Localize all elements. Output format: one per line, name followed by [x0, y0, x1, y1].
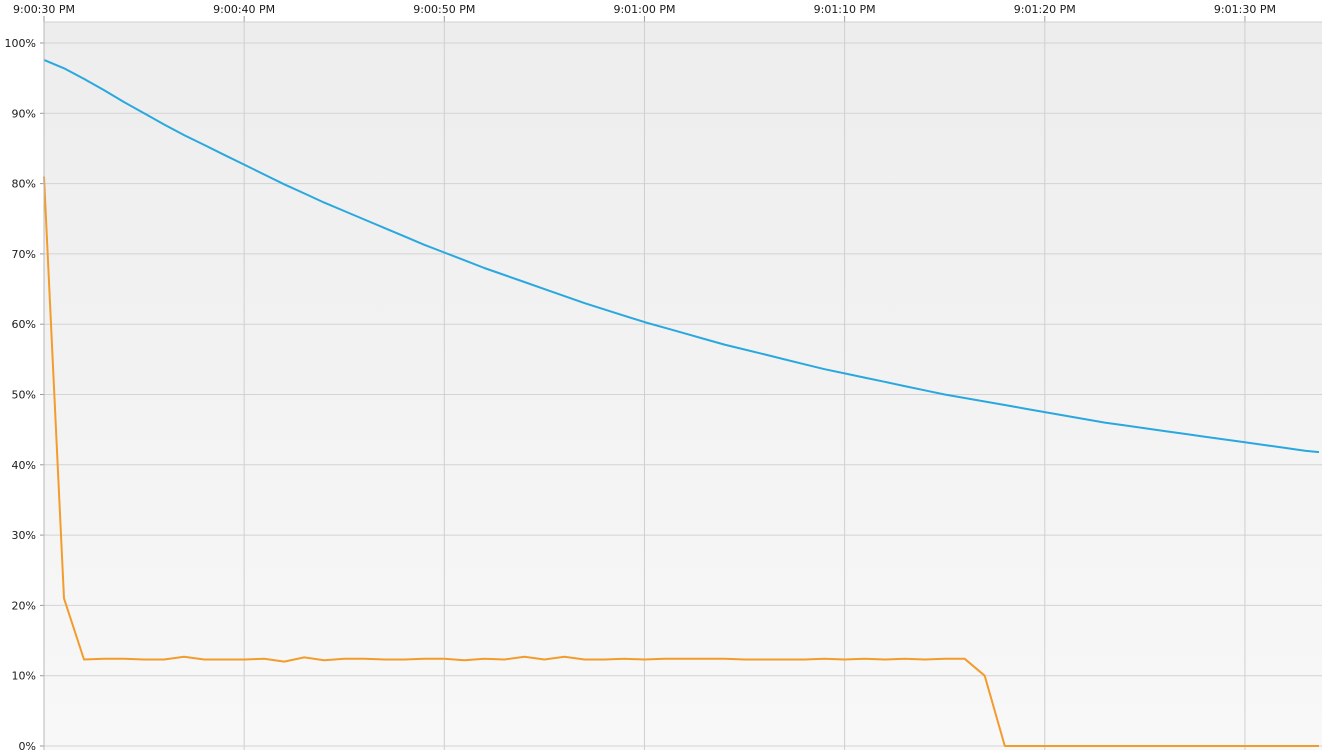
- x-tick-label: 9:00:30 PM: [13, 3, 75, 16]
- y-tick-label: 100%: [5, 37, 36, 50]
- y-tick-label: 40%: [12, 459, 36, 472]
- y-tick-label: 20%: [12, 599, 36, 612]
- x-tick-label: 9:00:50 PM: [413, 3, 475, 16]
- y-tick-label: 30%: [12, 529, 36, 542]
- y-tick-label: 50%: [12, 389, 36, 402]
- y-tick-label: 90%: [12, 107, 36, 120]
- x-tick-label: 9:01:20 PM: [1014, 3, 1076, 16]
- x-axis: 9:00:30 PM 9:00:40 PM 9:00:50 PM 9:01:00 PM…: [13, 3, 1276, 22]
- y-tick-label: 80%: [12, 178, 36, 191]
- y-tick-label: 0%: [19, 740, 36, 750]
- y-axis: 0% 10% 20% 30% 40% 50% 60% 70% 80% 90% 100%: [5, 37, 44, 750]
- plot-area: [44, 22, 1322, 750]
- x-tick-label: 9:01:30 PM: [1214, 3, 1276, 16]
- y-tick-label: 60%: [12, 318, 36, 331]
- x-tick-label: 9:01:10 PM: [814, 3, 876, 16]
- x-tick-label: 9:01:00 PM: [613, 3, 675, 16]
- x-tick-label: 9:00:40 PM: [213, 3, 275, 16]
- y-tick-label: 10%: [12, 670, 36, 683]
- y-tick-label: 70%: [12, 248, 36, 261]
